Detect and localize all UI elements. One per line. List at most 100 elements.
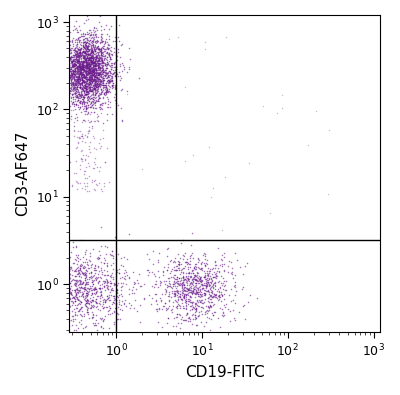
Point: [72, 44, 79, 51]
Point: [97, 106, 103, 113]
Point: [230, 297, 236, 303]
Point: [88, 68, 95, 74]
Point: [72, 256, 78, 262]
Point: [85, 69, 92, 75]
Point: [92, 39, 98, 45]
Point: [78, 80, 84, 87]
Point: [98, 49, 104, 55]
Point: [79, 64, 86, 70]
Point: [68, 70, 74, 76]
Point: [138, 166, 145, 172]
Point: [78, 299, 84, 305]
Point: [179, 292, 186, 298]
Point: [96, 49, 102, 55]
Point: [90, 86, 97, 92]
Point: [106, 74, 112, 80]
Point: [94, 60, 101, 66]
Point: [98, 69, 104, 75]
Point: [80, 292, 86, 299]
Point: [105, 79, 111, 86]
Point: [98, 186, 104, 192]
Point: [92, 286, 99, 292]
Point: [190, 152, 196, 158]
Point: [66, 80, 73, 86]
Point: [109, 62, 116, 69]
Point: [74, 66, 81, 73]
Point: [74, 54, 80, 60]
Point: [38, 282, 44, 288]
Point: [181, 276, 188, 282]
Point: [86, 41, 92, 47]
Point: [96, 168, 102, 174]
Point: [92, 45, 99, 51]
Point: [104, 89, 110, 96]
Point: [67, 55, 73, 61]
Point: [65, 75, 71, 81]
Point: [66, 266, 73, 272]
Point: [174, 263, 181, 269]
Point: [59, 75, 66, 81]
Point: [85, 261, 92, 268]
Point: [199, 277, 205, 283]
Point: [166, 283, 173, 289]
Point: [84, 288, 91, 295]
Point: [199, 285, 205, 292]
Point: [87, 253, 94, 260]
Point: [81, 101, 87, 107]
Point: [90, 72, 97, 79]
Point: [66, 90, 73, 96]
Point: [66, 79, 72, 86]
Point: [66, 54, 73, 60]
Point: [212, 293, 218, 300]
Point: [71, 61, 78, 67]
Point: [90, 297, 96, 303]
Point: [218, 256, 224, 263]
Point: [86, 49, 93, 56]
Point: [42, 68, 48, 74]
Point: [76, 58, 82, 64]
Point: [75, 50, 81, 56]
Point: [84, 288, 90, 294]
Point: [77, 266, 83, 273]
Point: [112, 83, 118, 89]
Point: [103, 83, 109, 89]
Point: [81, 88, 87, 95]
Point: [89, 80, 96, 87]
Point: [100, 56, 107, 63]
Point: [70, 52, 77, 58]
Point: [74, 45, 80, 51]
Point: [61, 275, 68, 282]
Point: [221, 261, 228, 267]
Point: [83, 68, 90, 75]
Point: [76, 46, 83, 53]
Point: [104, 86, 111, 92]
Point: [161, 264, 168, 270]
Point: [97, 324, 104, 330]
Point: [92, 60, 98, 67]
Point: [108, 51, 114, 58]
Point: [88, 88, 94, 94]
Point: [66, 68, 72, 74]
Point: [103, 70, 110, 76]
Point: [202, 291, 208, 297]
Point: [92, 77, 98, 83]
Point: [88, 48, 95, 55]
Point: [202, 307, 209, 314]
Point: [66, 274, 72, 280]
Point: [181, 282, 187, 288]
Point: [74, 64, 80, 70]
Point: [67, 286, 74, 292]
Point: [86, 84, 93, 90]
Point: [64, 71, 70, 77]
Point: [176, 293, 182, 299]
Point: [89, 51, 96, 57]
Point: [40, 296, 47, 302]
Point: [156, 306, 162, 312]
Point: [77, 85, 83, 92]
Point: [90, 69, 96, 75]
Point: [74, 53, 81, 60]
Point: [77, 65, 83, 71]
Point: [70, 99, 76, 105]
Point: [104, 71, 110, 77]
Point: [126, 275, 132, 281]
